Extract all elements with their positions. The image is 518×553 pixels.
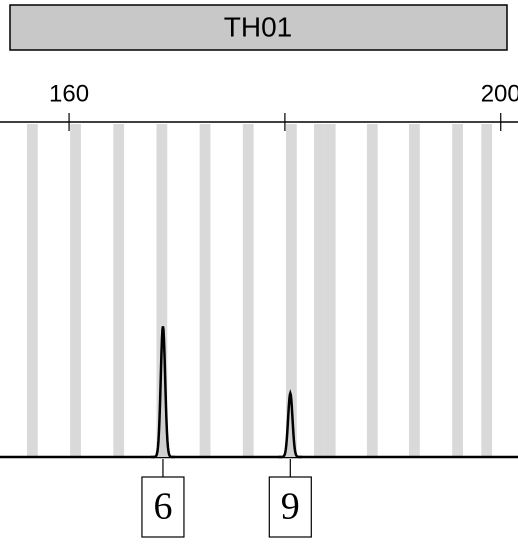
allele-bin [26,124,38,457]
allele-bin [285,124,297,457]
allele-bin [242,124,254,457]
allele-bin [70,124,81,457]
x-tick-label: 200 [481,80,518,107]
allele-label-box [141,476,185,538]
allele-bin [156,124,168,457]
allele-label-box [268,476,312,538]
allele-bin [366,124,378,457]
allele-bin [481,124,493,457]
allele-bin [113,124,125,457]
peak [278,389,303,459]
allele-bin [314,124,325,457]
title-box [9,4,508,51]
allele-label: 9 [281,486,300,528]
allele-label: 6 [153,486,172,528]
chart-title: TH01 [224,11,292,42]
allele-bin [324,124,336,457]
allele-bin [199,124,211,457]
allele-bin [452,124,463,457]
allele-bin [409,124,420,457]
peak [150,326,175,459]
peak-fill [278,393,303,457]
x-tick-label: 160 [49,80,89,107]
peak-fill [150,326,175,457]
